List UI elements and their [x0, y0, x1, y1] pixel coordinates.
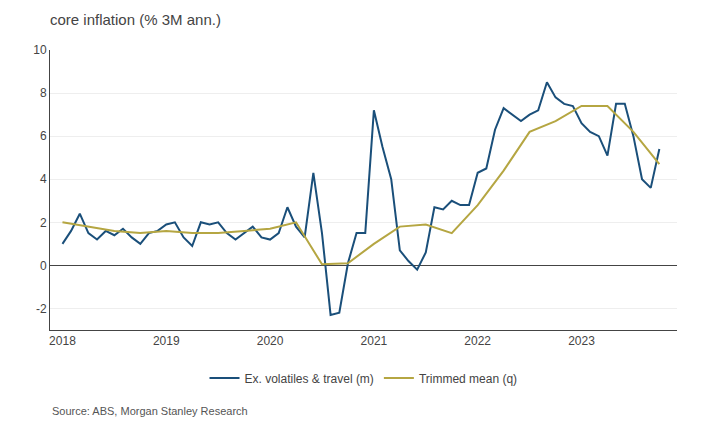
svg-text:2020: 2020	[257, 334, 284, 348]
svg-text:0: 0	[40, 259, 47, 273]
svg-text:4: 4	[40, 172, 47, 186]
svg-text:2: 2	[40, 216, 47, 230]
svg-text:2019: 2019	[153, 334, 180, 348]
svg-text:2022: 2022	[464, 334, 491, 348]
svg-text:Source: ABS, Morgan Stanley Re: Source: ABS, Morgan Stanley Research	[52, 405, 248, 417]
svg-text:core inflation (% 3M ann.): core inflation (% 3M ann.)	[50, 11, 221, 28]
svg-text:2023: 2023	[568, 334, 595, 348]
svg-text:-2: -2	[36, 302, 47, 316]
svg-text:Trimmed mean (q): Trimmed mean (q)	[419, 372, 517, 386]
svg-text:2018: 2018	[49, 334, 76, 348]
svg-text:Ex. volatiles & travel (m): Ex. volatiles & travel (m)	[245, 372, 374, 386]
svg-text:10: 10	[33, 43, 47, 57]
svg-text:6: 6	[40, 129, 47, 143]
svg-text:8: 8	[40, 86, 47, 100]
svg-text:2021: 2021	[361, 334, 388, 348]
